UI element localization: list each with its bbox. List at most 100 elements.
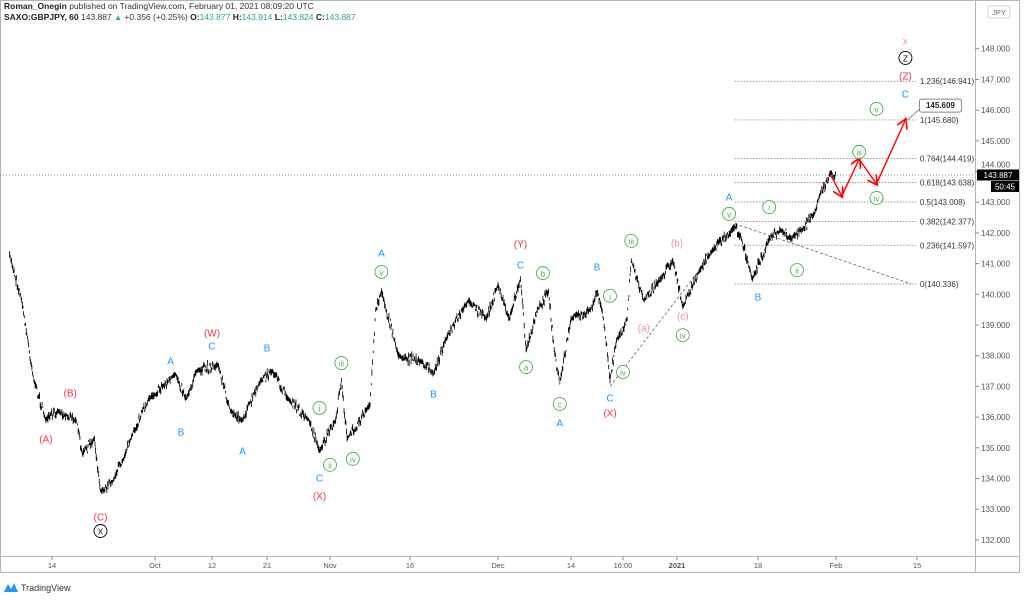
wave-label[interactable]: iv — [869, 190, 884, 205]
callout-box[interactable] — [918, 98, 962, 113]
wave-label[interactable]: (b) — [671, 239, 683, 250]
wave-label[interactable]: (A) — [39, 434, 52, 445]
svg-text:B: B — [755, 293, 762, 304]
time-axis[interactable]: 14 Oct 12 21 Nov 16 Dec 14 16:00 2021 18 Feb 15 — [48, 556, 921, 570]
tradingview-logo[interactable]: TradingView — [4, 582, 71, 593]
wave-label[interactable]: Z — [898, 50, 913, 65]
forecast-arrow[interactable] — [829, 174, 841, 196]
wave-label[interactable]: C — [316, 473, 323, 484]
wave-label[interactable]: B — [594, 262, 601, 273]
wave-label[interactable]: iv — [345, 451, 360, 466]
svg-text:B: B — [178, 427, 185, 438]
x-tick-label: 15 — [913, 561, 921, 570]
trend-lines[interactable] — [609, 223, 912, 387]
wave-label[interactable]: (W) — [204, 328, 220, 339]
wave-label[interactable]: iii — [852, 144, 867, 159]
symbol-name[interactable]: SAXO:GBPJPY, 60 — [4, 12, 79, 22]
wave-label[interactable]: iii — [624, 233, 639, 248]
wave-label[interactable]: C — [902, 89, 909, 100]
x-tick-label: Nov — [323, 561, 337, 570]
wave-label[interactable]: (X) — [313, 492, 326, 503]
svg-text:C: C — [902, 89, 909, 100]
svg-text:(a): (a) — [638, 324, 650, 335]
wave-label[interactable]: (a) — [638, 324, 650, 335]
svg-text:JPY: JPY — [992, 8, 1006, 17]
svg-text:C: C — [606, 394, 613, 405]
wave-ring — [722, 206, 737, 221]
forecast-arrow[interactable] — [841, 159, 859, 197]
svg-text:ii: ii — [795, 267, 799, 276]
svg-text:(C): (C) — [94, 512, 108, 523]
wave-ring — [519, 360, 534, 375]
trend-line[interactable] — [609, 223, 736, 387]
wave-label[interactable]: (B) — [64, 388, 77, 399]
svg-text:v: v — [379, 268, 383, 277]
wave-label[interactable]: A — [726, 192, 733, 203]
chart-frame — [0, 0, 1020, 573]
wave-ring — [675, 328, 690, 343]
wave-label[interactable]: (c) — [677, 312, 689, 323]
wave-label[interactable]: (C) — [94, 512, 108, 523]
wave-label[interactable]: iv — [675, 328, 690, 343]
svg-text:145.609: 145.609 — [926, 101, 955, 110]
trend-line[interactable] — [734, 223, 912, 285]
wave-label[interactable]: x — [903, 37, 908, 48]
currency-badge[interactable]: JPY — [987, 5, 1011, 19]
wave-label[interactable]: A — [556, 418, 563, 429]
wave-label[interactable]: (Z) — [899, 72, 912, 83]
wave-label[interactable]: i — [312, 400, 327, 415]
svg-text:ii: ii — [328, 461, 332, 470]
wave-label[interactable]: B — [178, 427, 185, 438]
svg-text:A: A — [726, 192, 733, 203]
wave-label[interactable]: A — [378, 248, 385, 259]
x-tick-label: 18 — [754, 561, 762, 570]
wave-label[interactable]: ii — [323, 457, 337, 472]
y-tick-label: 139.000 — [981, 321, 1010, 330]
wave-label[interactable]: i — [762, 200, 777, 215]
wave-label[interactable]: C — [517, 261, 524, 272]
svg-text:A: A — [556, 418, 563, 429]
y-tick-label: 141.000 — [981, 260, 1010, 269]
wave-label[interactable]: X — [93, 524, 108, 538]
wave-label[interactable]: B — [430, 390, 437, 401]
wave-label[interactable]: A — [167, 356, 174, 367]
fib-level-label: 0.5(143.008) — [920, 198, 966, 207]
wave-ring — [852, 144, 867, 159]
wave-label[interactable]: iv — [616, 365, 630, 379]
forecast-arrow-path[interactable] — [829, 120, 906, 197]
price-callout[interactable]: 145.609 — [905, 98, 962, 123]
svg-text:143.887: 143.887 — [984, 171, 1013, 180]
wave-label[interactable]: v — [722, 206, 737, 221]
svg-text:(X): (X) — [603, 409, 616, 420]
price-bars — [9, 170, 836, 495]
wave-label[interactable]: a — [519, 360, 534, 375]
fib-retracement[interactable]: 1.236(146.941) 1(145.680) 0.764(144.419) 0.… — [734, 77, 975, 289]
wave-label[interactable]: C — [606, 394, 613, 405]
wave-label[interactable]: i — [603, 288, 617, 303]
wave-label[interactable]: v — [374, 264, 389, 279]
forecast-arrow[interactable] — [858, 158, 876, 184]
wave-labels[interactable]: (C)X(A)(B)(W)CABBAC(X)iiiiiiivvAB(Y)Cbac… — [39, 37, 913, 538]
wave-label[interactable]: b — [535, 266, 550, 281]
wave-label[interactable]: B — [264, 344, 271, 355]
forecast-arrow[interactable] — [875, 120, 906, 185]
wave-label[interactable]: (X) — [603, 409, 616, 420]
wave-label[interactable]: c — [552, 396, 567, 411]
wave-label[interactable]: ii — [790, 263, 804, 278]
wave-label[interactable]: (Y) — [514, 239, 527, 250]
svg-text:A: A — [239, 446, 246, 457]
wave-label[interactable]: C — [208, 341, 215, 352]
y-tick-label: 140.000 — [981, 290, 1010, 299]
wave-label[interactable]: iii — [334, 356, 349, 371]
y-tick-label: 136.000 — [981, 413, 1010, 422]
price-axis[interactable]: 148.000 147.000 146.000 145.000 144.000 143.0… — [975, 45, 1010, 545]
wave-label[interactable]: B — [755, 293, 762, 304]
author-name[interactable]: Roman_Onegin — [4, 1, 67, 11]
svg-text:C: C — [208, 341, 215, 352]
high-value: 143.914 — [241, 12, 273, 22]
wave-label[interactable]: v — [869, 101, 884, 116]
y-tick-label: 132.000 — [981, 536, 1010, 545]
wave-label[interactable]: A — [239, 446, 246, 457]
wave-ring — [323, 457, 337, 472]
